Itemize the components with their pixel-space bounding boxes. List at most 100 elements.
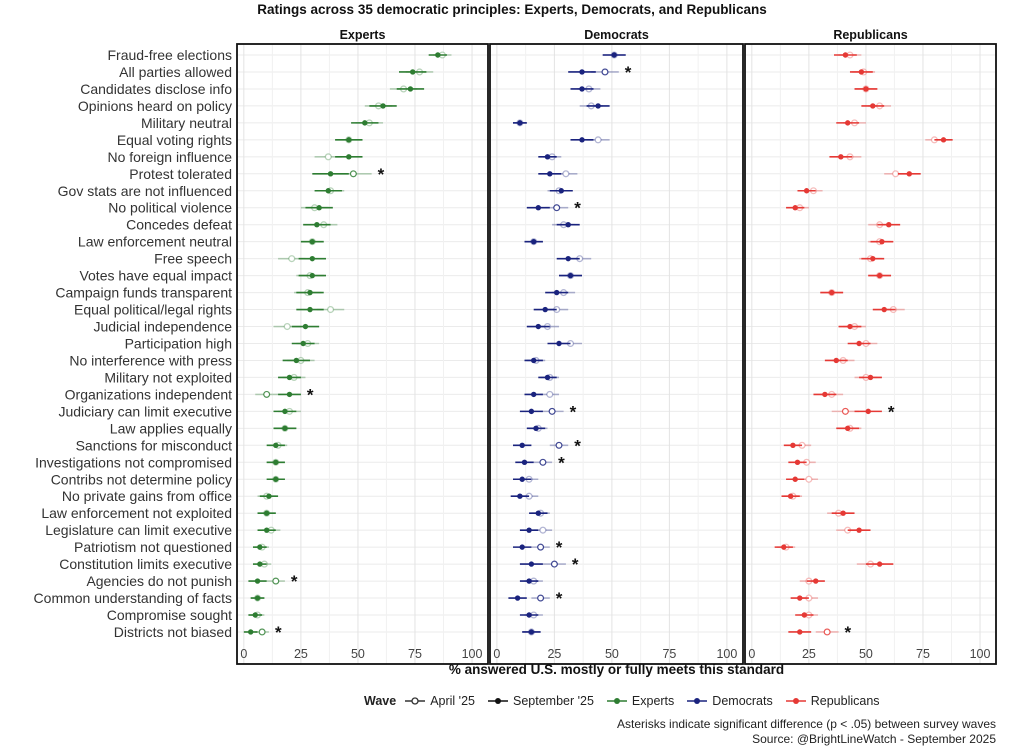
category-label: All parties allowed bbox=[119, 64, 232, 80]
category-label: Opinions heard on policy bbox=[78, 98, 232, 114]
september-point bbox=[856, 527, 862, 533]
april-point-significant bbox=[841, 407, 849, 415]
legend-democrats-icon bbox=[687, 698, 708, 704]
x-tick-label: 0 bbox=[748, 647, 755, 661]
category-label: Protest tolerated bbox=[129, 166, 232, 182]
category-label: Votes have equal impact bbox=[79, 268, 232, 284]
september-point bbox=[790, 442, 796, 449]
september-point bbox=[410, 69, 416, 75]
september-point bbox=[263, 510, 270, 516]
category-label: Gov stats are not influenced bbox=[58, 183, 232, 199]
september-point bbox=[286, 391, 293, 398]
september-point bbox=[579, 69, 585, 75]
category-label: Concedes defeat bbox=[126, 217, 232, 233]
september-point bbox=[531, 391, 537, 398]
x-tick-label: 50 bbox=[351, 647, 365, 661]
panel-border bbox=[744, 43, 997, 665]
september-point bbox=[544, 374, 551, 381]
september-point bbox=[813, 578, 819, 584]
september-point bbox=[300, 340, 306, 347]
legend-item-republicans: Republicans bbox=[785, 694, 880, 708]
september-point bbox=[302, 323, 309, 330]
september-point bbox=[881, 306, 887, 313]
september-point bbox=[346, 154, 352, 160]
april-point bbox=[562, 170, 570, 178]
april-point-significant bbox=[349, 170, 357, 178]
legend-label-democrats: Democrats bbox=[712, 694, 773, 708]
september-point bbox=[797, 595, 803, 601]
september-point bbox=[544, 154, 551, 160]
significance-asterisk: * bbox=[307, 385, 314, 404]
significance-asterisk: * bbox=[291, 572, 298, 591]
category-label: Participation high bbox=[125, 335, 232, 351]
september-point bbox=[787, 493, 794, 499]
april-point-significant bbox=[537, 594, 545, 602]
september-point bbox=[528, 561, 535, 567]
september-point bbox=[535, 510, 541, 516]
category-label: Patriotism not questioned bbox=[74, 539, 232, 555]
september-point bbox=[327, 171, 334, 177]
legend-label-republicans: Republicans bbox=[810, 694, 880, 708]
september-point bbox=[803, 188, 810, 194]
september-point bbox=[526, 527, 532, 533]
april-point bbox=[892, 170, 900, 178]
category-label: No private gains from office bbox=[62, 488, 232, 504]
september-point bbox=[579, 137, 585, 143]
september-point bbox=[886, 222, 892, 228]
legend-experts-icon bbox=[606, 698, 627, 704]
september-point bbox=[519, 544, 525, 550]
september-point bbox=[567, 272, 574, 279]
category-label: No interference with press bbox=[69, 352, 232, 368]
september-point bbox=[252, 612, 258, 618]
september-point bbox=[286, 374, 293, 381]
chart-title: Ratings across 35 democratic principles:… bbox=[257, 2, 767, 17]
april-point-significant bbox=[539, 458, 547, 466]
legend-item-september: September '25 bbox=[487, 694, 594, 708]
september-point bbox=[517, 120, 523, 126]
september-point bbox=[847, 323, 853, 330]
x-tick-label: 0 bbox=[493, 647, 500, 661]
significance-asterisk: * bbox=[574, 436, 581, 455]
september-point bbox=[309, 238, 315, 245]
september-point bbox=[435, 52, 441, 58]
significance-asterisk: * bbox=[556, 538, 563, 557]
september-point bbox=[842, 52, 849, 58]
significance-asterisk: * bbox=[888, 402, 895, 421]
september-point bbox=[293, 357, 300, 364]
september-point bbox=[579, 86, 585, 92]
category-label: Free speech bbox=[154, 251, 232, 267]
category-label: Equal voting rights bbox=[117, 132, 232, 148]
september-point bbox=[282, 425, 288, 432]
april-point bbox=[288, 255, 296, 263]
september-point bbox=[565, 222, 571, 228]
september-point bbox=[906, 171, 912, 177]
april-point bbox=[324, 153, 332, 161]
legend-title: Wave bbox=[364, 694, 397, 708]
april-point-significant bbox=[272, 577, 280, 585]
significance-asterisk: * bbox=[275, 623, 282, 642]
april-point-significant bbox=[258, 628, 266, 636]
september-point bbox=[858, 69, 865, 75]
legend-label-april: April '25 bbox=[430, 694, 475, 708]
category-label: Legislature can limit executive bbox=[45, 522, 232, 538]
legend-republicans-icon bbox=[785, 698, 806, 704]
september-point bbox=[526, 612, 532, 618]
category-label: No foreign influence bbox=[107, 149, 232, 165]
september-point bbox=[794, 459, 801, 465]
september-point bbox=[833, 357, 839, 364]
september-point bbox=[856, 340, 862, 347]
september-point bbox=[611, 52, 617, 58]
september-point bbox=[273, 442, 279, 449]
significance-asterisk: * bbox=[570, 402, 577, 421]
september-point bbox=[838, 154, 844, 160]
april-point-significant bbox=[555, 441, 563, 449]
september-point bbox=[531, 238, 537, 245]
september-point bbox=[528, 408, 535, 415]
september-point bbox=[517, 493, 523, 499]
category-label: Equal political/legal rights bbox=[74, 302, 232, 318]
september-point bbox=[254, 578, 261, 584]
september-point bbox=[531, 357, 537, 364]
panel-header: Democrats bbox=[584, 28, 649, 42]
category-label: Military neutral bbox=[141, 115, 232, 131]
september-point bbox=[879, 238, 885, 245]
